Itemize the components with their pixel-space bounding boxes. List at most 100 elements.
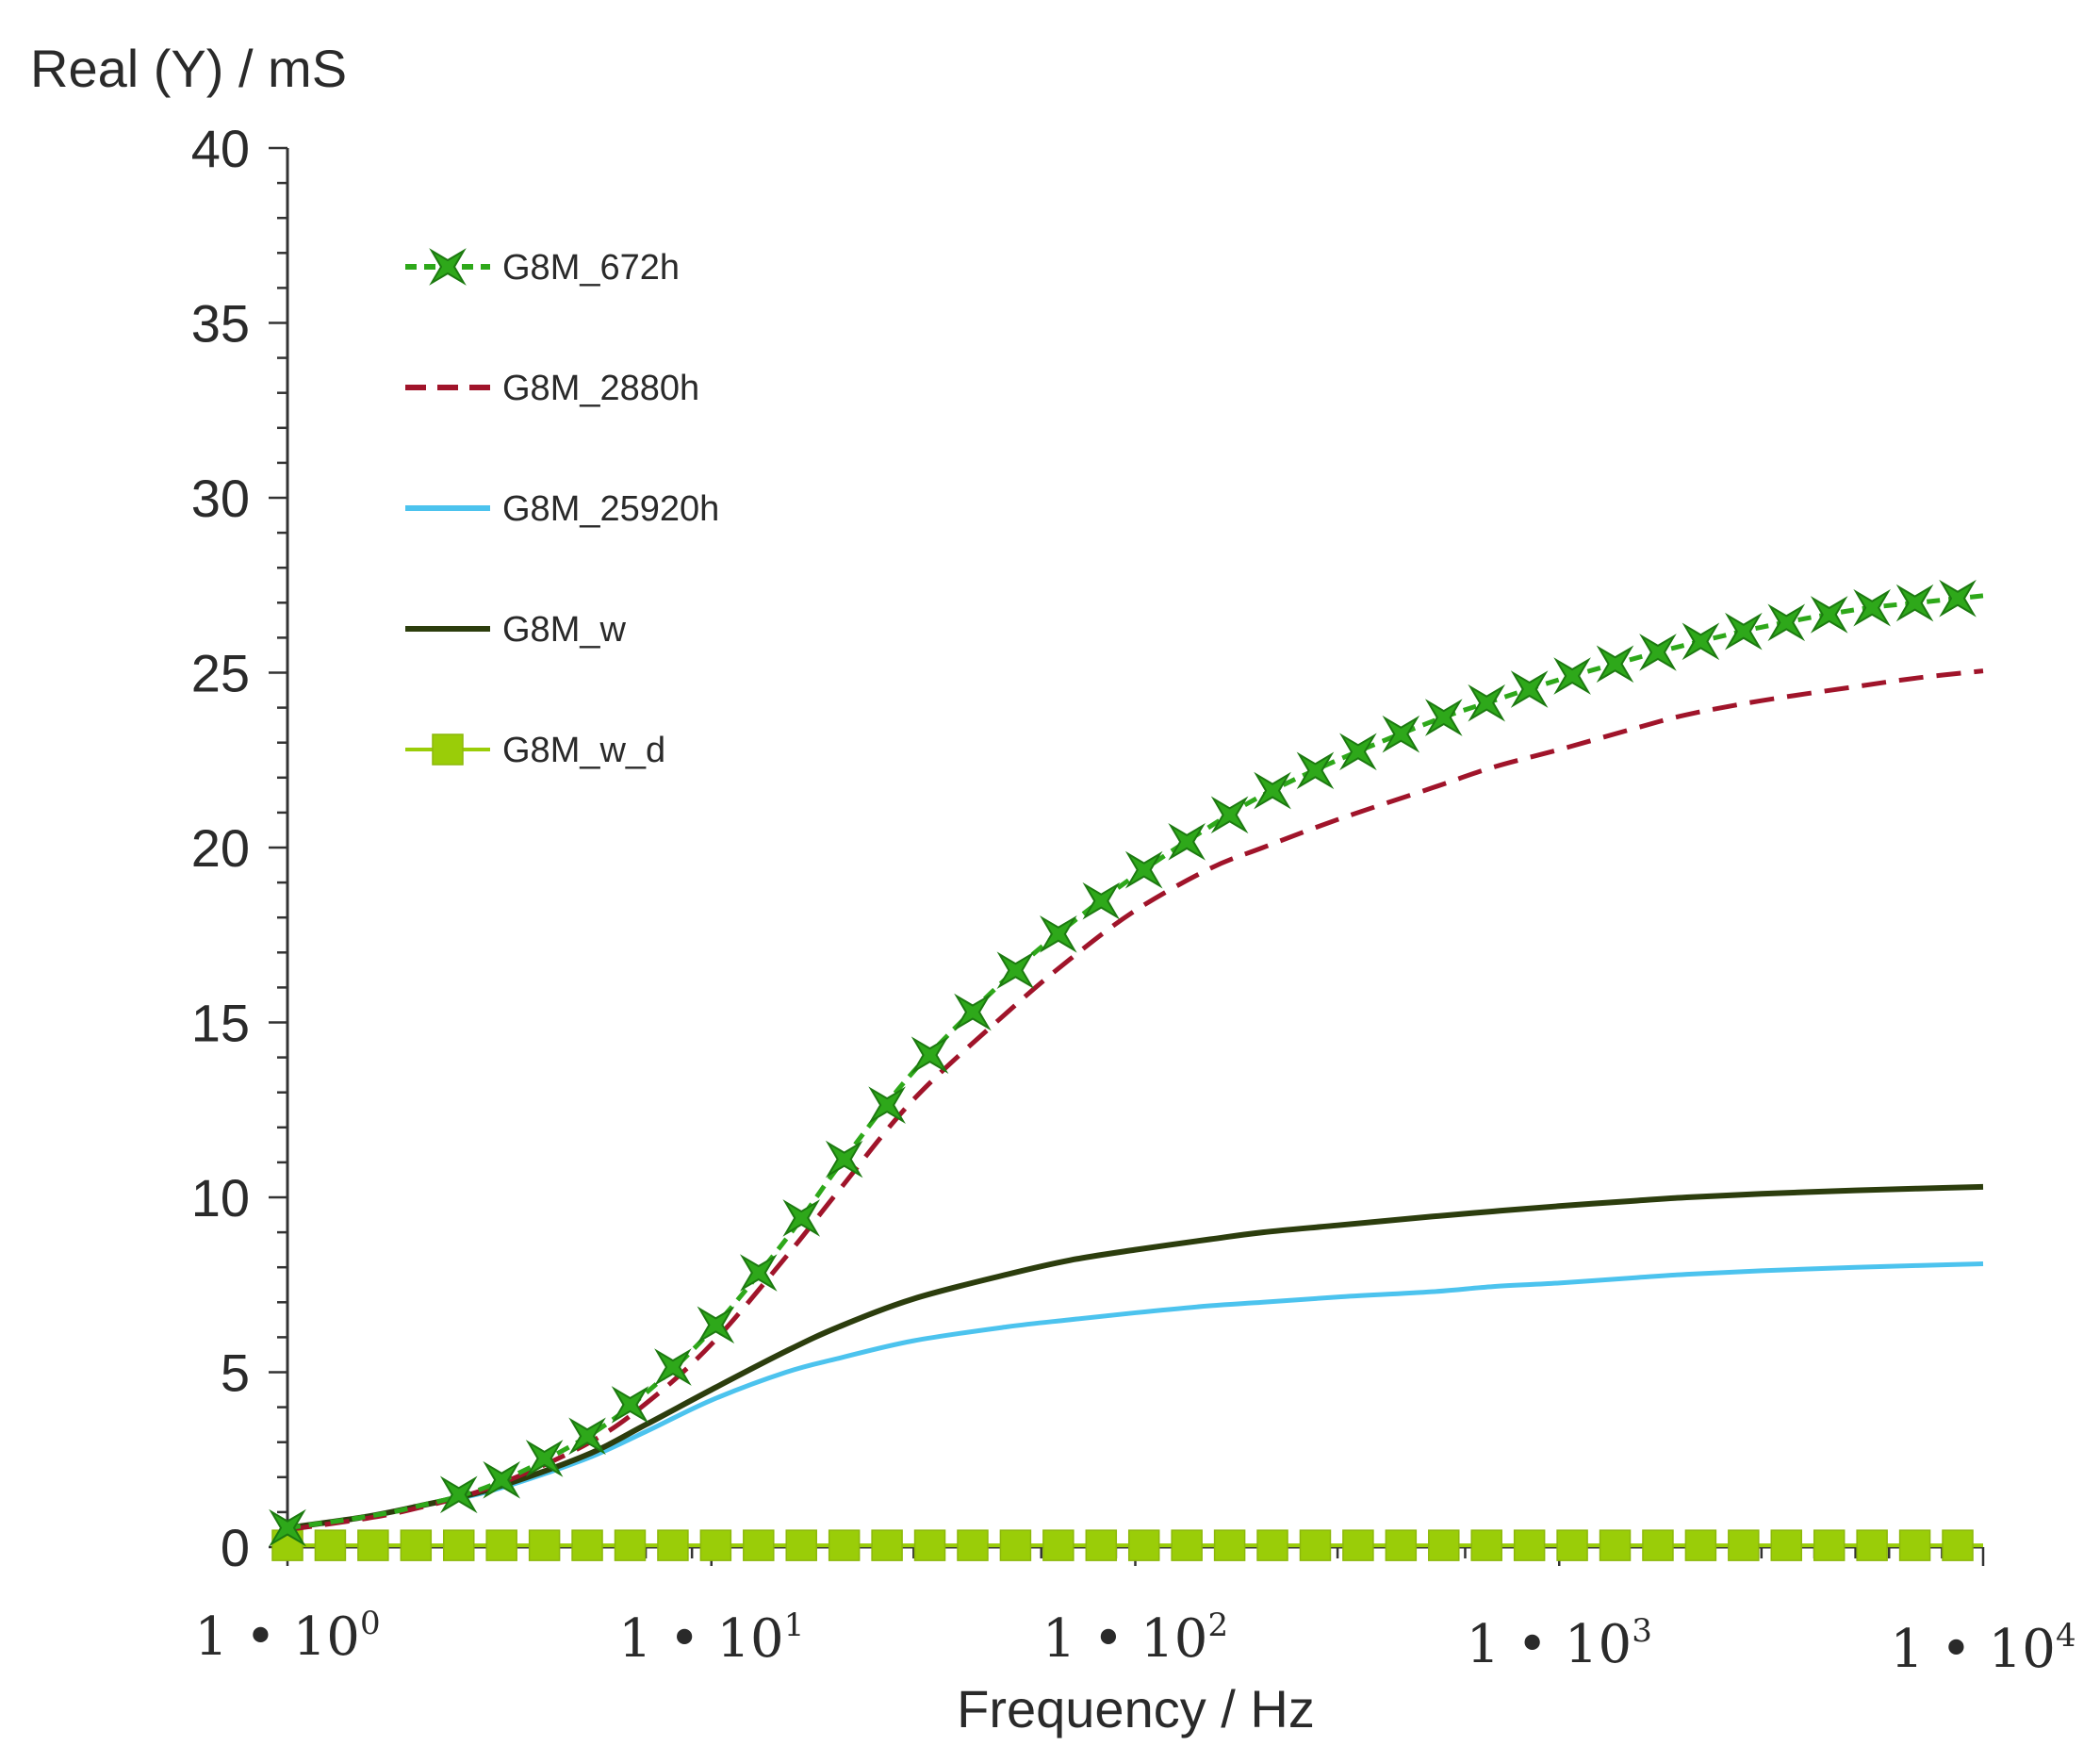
data-marker — [825, 1140, 863, 1178]
data-marker — [739, 1254, 778, 1292]
data-marker — [1124, 850, 1163, 889]
legend-label: G8M_25920h — [502, 489, 719, 529]
data-marker — [611, 1386, 649, 1424]
data-marker — [954, 993, 992, 1031]
data-marker — [1596, 645, 1634, 684]
data-marker — [1424, 699, 1463, 736]
data-marker — [614, 1529, 647, 1561]
data-marker — [828, 1529, 861, 1561]
data-marker — [400, 1529, 433, 1561]
data-marker — [1813, 1529, 1846, 1561]
data-marker — [1254, 771, 1291, 810]
data-marker — [485, 1529, 517, 1561]
y-tick-label: 0 — [221, 1518, 250, 1577]
series-G8M_2880h — [287, 668, 1984, 1532]
data-marker — [357, 1529, 389, 1561]
data-marker — [1213, 1529, 1246, 1561]
data-marker — [1468, 684, 1506, 722]
data-marker — [868, 1086, 906, 1124]
data-marker — [913, 1529, 946, 1561]
data-marker — [785, 1529, 817, 1561]
data-marker — [697, 1306, 735, 1344]
data-marker — [1210, 796, 1249, 834]
series-G8M_672h — [269, 579, 1984, 1547]
data-marker — [1385, 1529, 1418, 1561]
data-marker — [1127, 1529, 1160, 1561]
data-marker — [1085, 1529, 1118, 1561]
y-tick-label: 15 — [191, 994, 250, 1053]
x-tick-label: 1 • 103 — [1467, 1612, 1652, 1675]
data-marker — [1728, 1529, 1760, 1561]
data-marker — [1256, 1529, 1288, 1561]
y-tick-label: 35 — [191, 294, 250, 354]
data-marker — [996, 951, 1035, 990]
data-marker — [1553, 657, 1591, 695]
y-tick-label: 40 — [191, 119, 250, 178]
data-marker — [1767, 603, 1806, 642]
x-ticks: 1 • 100 1 • 101 1 • 102 1 • 103 1 • 104 — [194, 1547, 2076, 1680]
legend-label: G8M_w_d — [502, 731, 665, 770]
data-marker — [1853, 588, 1891, 627]
series-line — [287, 1183, 1984, 1531]
data-marker — [1856, 1529, 1888, 1561]
data-marker — [699, 1529, 732, 1561]
data-marker — [1168, 823, 1206, 861]
y-tick-label: 20 — [191, 818, 250, 878]
legend-marker — [432, 733, 464, 766]
data-marker — [1599, 1529, 1632, 1561]
data-marker — [1725, 612, 1763, 651]
data-marker — [1042, 1529, 1075, 1561]
data-marker — [483, 1460, 520, 1499]
data-marker — [657, 1529, 689, 1561]
data-marker — [654, 1348, 692, 1386]
axes — [286, 148, 1983, 1549]
data-marker — [1342, 1529, 1374, 1561]
y-tick-label: 10 — [191, 1168, 250, 1228]
data-marker — [571, 1529, 603, 1561]
y-tick-label: 25 — [191, 644, 250, 703]
legend-label: G8M_672h — [502, 248, 680, 288]
data-marker — [911, 1036, 949, 1074]
x-axis-label: Frequency / Hz — [957, 1679, 1315, 1738]
data-marker — [999, 1529, 1032, 1561]
data-marker — [1299, 1529, 1332, 1561]
y-axis-label: Real (Y) / mS — [30, 39, 347, 98]
series-line — [287, 668, 1984, 1532]
legend-item-G8M_w_d: G8M_w_d — [405, 731, 665, 770]
data-marker — [782, 1199, 821, 1237]
data-marker — [439, 1475, 478, 1514]
series-line — [287, 1260, 1984, 1531]
data-marker — [1339, 733, 1377, 771]
data-marker — [871, 1529, 903, 1561]
legend-label: G8M_w — [502, 610, 626, 650]
data-marker — [1898, 1529, 1931, 1561]
data-marker — [1470, 1529, 1502, 1561]
data-marker — [1040, 914, 1077, 953]
data-marker — [957, 1529, 989, 1561]
data-marker — [1939, 579, 1977, 618]
series-G8M_w_d — [271, 1529, 1983, 1561]
data-marker — [1684, 1529, 1717, 1561]
data-marker — [269, 1508, 306, 1547]
data-marker — [1513, 1529, 1546, 1561]
y-ticks: 0 5 10 15 20 25 30 35 40 — [191, 119, 287, 1577]
data-marker — [1895, 584, 1934, 622]
data-marker — [1428, 1529, 1460, 1561]
series-G8M_w — [287, 1183, 1984, 1531]
data-marker — [314, 1529, 347, 1561]
data-marker — [525, 1440, 564, 1477]
data-marker — [1082, 882, 1121, 920]
data-marker — [1770, 1529, 1803, 1561]
legend-label: G8M_2880h — [502, 369, 699, 408]
legend-item-G8M_w: G8M_w — [405, 610, 626, 650]
y-tick-label: 5 — [221, 1343, 250, 1403]
data-marker — [743, 1529, 775, 1561]
series-G8M_25920h — [287, 1260, 1984, 1531]
data-marker — [1556, 1529, 1588, 1561]
legend: G8M_672h G8M_2880h G8M_25920h G8M_w G8M_w_d — [405, 248, 719, 770]
legend-item-G8M_25920h: G8M_25920h — [405, 489, 719, 529]
data-marker — [528, 1529, 561, 1561]
legend-item-G8M_2880h: G8M_2880h — [405, 369, 699, 408]
x-tick-label: 1 • 100 — [194, 1605, 380, 1668]
